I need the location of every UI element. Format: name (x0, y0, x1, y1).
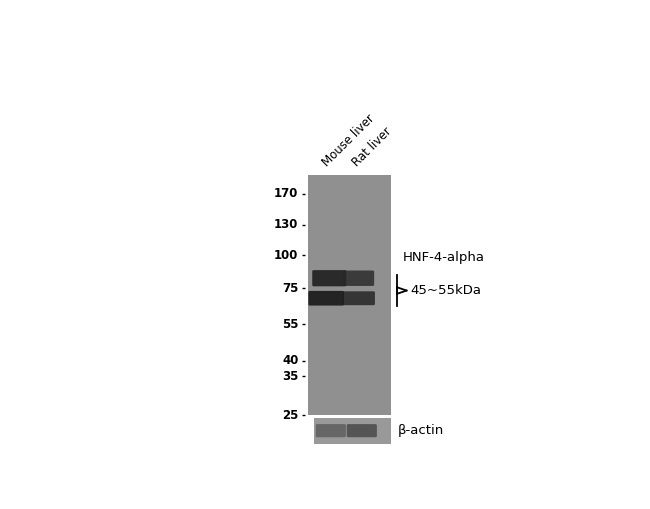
Text: 170: 170 (274, 187, 298, 200)
FancyBboxPatch shape (346, 424, 377, 437)
Text: 75: 75 (282, 282, 298, 295)
FancyBboxPatch shape (316, 424, 346, 437)
Text: 100: 100 (274, 248, 298, 262)
Text: 40: 40 (282, 354, 298, 367)
Text: Mouse liver: Mouse liver (320, 111, 377, 169)
Bar (307, 175, 391, 415)
Text: 55: 55 (282, 318, 298, 331)
Text: 25: 25 (282, 409, 298, 422)
Text: 45~55kDa: 45~55kDa (411, 284, 482, 297)
FancyBboxPatch shape (343, 270, 374, 286)
Text: β-actin: β-actin (397, 424, 444, 437)
Text: Rat liver: Rat liver (350, 125, 394, 169)
Text: 130: 130 (274, 218, 298, 231)
FancyBboxPatch shape (312, 270, 346, 287)
FancyBboxPatch shape (343, 291, 375, 305)
Bar (314, 417, 391, 444)
Text: 35: 35 (282, 370, 298, 383)
Text: HNF-4-alpha: HNF-4-alpha (403, 251, 485, 264)
FancyBboxPatch shape (308, 291, 344, 305)
